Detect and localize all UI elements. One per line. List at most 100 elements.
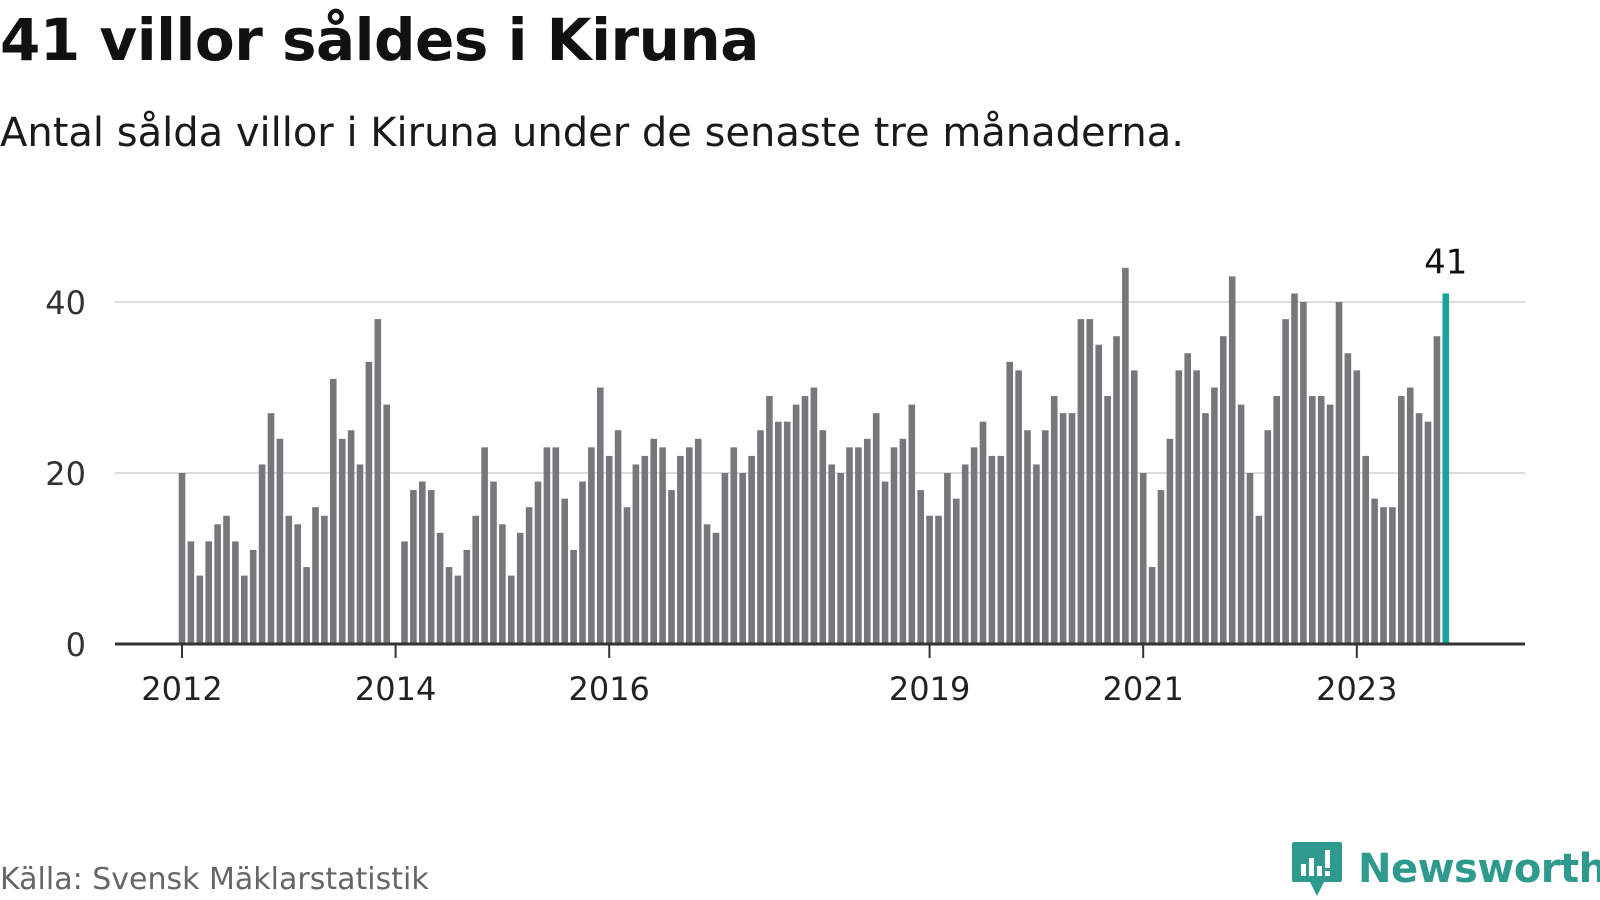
x-tick-label: 2019 (889, 670, 970, 708)
x-tick-label: 2021 (1102, 670, 1183, 708)
x-tick-label: 2016 (568, 670, 649, 708)
bar (739, 473, 746, 644)
bar (855, 447, 862, 644)
bar (961, 464, 969, 644)
bar (490, 481, 497, 644)
bar (436, 532, 444, 644)
bar (303, 567, 310, 644)
bar (347, 430, 355, 644)
bar (979, 421, 987, 644)
bar (712, 532, 720, 644)
bar (801, 396, 809, 644)
bar (472, 515, 479, 644)
bar (988, 455, 996, 644)
bar (232, 541, 239, 644)
bar (1006, 361, 1013, 644)
bar (926, 515, 933, 644)
bar (267, 413, 275, 644)
bar (1380, 507, 1387, 644)
y-tick-label: 40 (45, 284, 86, 322)
bar (1122, 267, 1129, 644)
x-tick-label: 2012 (141, 670, 222, 708)
bar (1398, 396, 1405, 644)
bar (1193, 370, 1200, 644)
bar (570, 549, 577, 644)
brand-name: Newsworthy (1358, 846, 1600, 892)
bar (881, 481, 889, 644)
bar (1362, 455, 1369, 644)
bar (321, 515, 328, 644)
source-note: Källa: Svensk Mäklarstatistik (0, 862, 429, 897)
bar (241, 575, 248, 644)
x-tick-label: 2014 (355, 670, 436, 708)
bar (1282, 319, 1289, 644)
bar (1086, 319, 1094, 644)
bar (588, 447, 595, 644)
bar (312, 507, 319, 644)
bar (783, 421, 791, 644)
bar (214, 524, 221, 644)
bar (525, 507, 533, 644)
page-title: 41 villor såldes i Kiruna (0, 6, 759, 74)
bar (543, 447, 551, 644)
y-tick-label: 20 (45, 455, 86, 493)
bar (463, 549, 471, 644)
bar (1157, 490, 1165, 644)
bar (1024, 430, 1031, 644)
bar (899, 438, 907, 644)
bar (1309, 396, 1316, 644)
bar (748, 455, 755, 644)
bar (1255, 515, 1263, 644)
highlight-value-label: 41 (1424, 242, 1467, 282)
bar (864, 438, 871, 644)
bar (1424, 421, 1432, 644)
bar (1246, 473, 1254, 644)
bar (872, 413, 880, 644)
bar (917, 490, 924, 644)
bar (792, 404, 800, 644)
bar (1148, 567, 1156, 644)
bar (677, 455, 684, 644)
bar (1166, 438, 1174, 644)
bar (997, 455, 1005, 644)
bar (401, 541, 408, 644)
bar (614, 430, 622, 644)
bar (1228, 276, 1236, 644)
bar (766, 396, 773, 644)
brand: Newsworthy (1290, 840, 1600, 898)
bar (1300, 302, 1307, 644)
bar (970, 447, 978, 644)
bar (178, 473, 186, 644)
y-tick-label: 0 (66, 626, 86, 664)
bar (258, 464, 266, 644)
bar (445, 567, 453, 644)
bar (1389, 507, 1396, 644)
bar (249, 549, 257, 644)
bar (285, 515, 293, 644)
bar (1220, 336, 1227, 644)
bar (1175, 370, 1183, 644)
bar (1371, 498, 1378, 644)
bar (659, 447, 666, 644)
labels: 0 20 40 2012 2014 2016 2019 2021 2023 41 (45, 242, 1467, 708)
bar (1202, 413, 1209, 644)
bar (1050, 396, 1058, 644)
bar (419, 481, 426, 644)
bar (1113, 336, 1120, 644)
bar (294, 524, 301, 644)
bar (953, 498, 960, 644)
bar (703, 524, 711, 644)
bar (1237, 404, 1245, 644)
newsworthy-logo-icon (1292, 842, 1342, 896)
bar (508, 575, 515, 644)
bar (757, 430, 764, 644)
bar (383, 404, 390, 644)
bar (597, 387, 604, 644)
highlight-bar (1442, 293, 1450, 644)
bar (410, 490, 417, 644)
bar (623, 507, 631, 644)
bar (721, 473, 729, 644)
bar (1415, 413, 1423, 644)
bar (534, 481, 542, 644)
